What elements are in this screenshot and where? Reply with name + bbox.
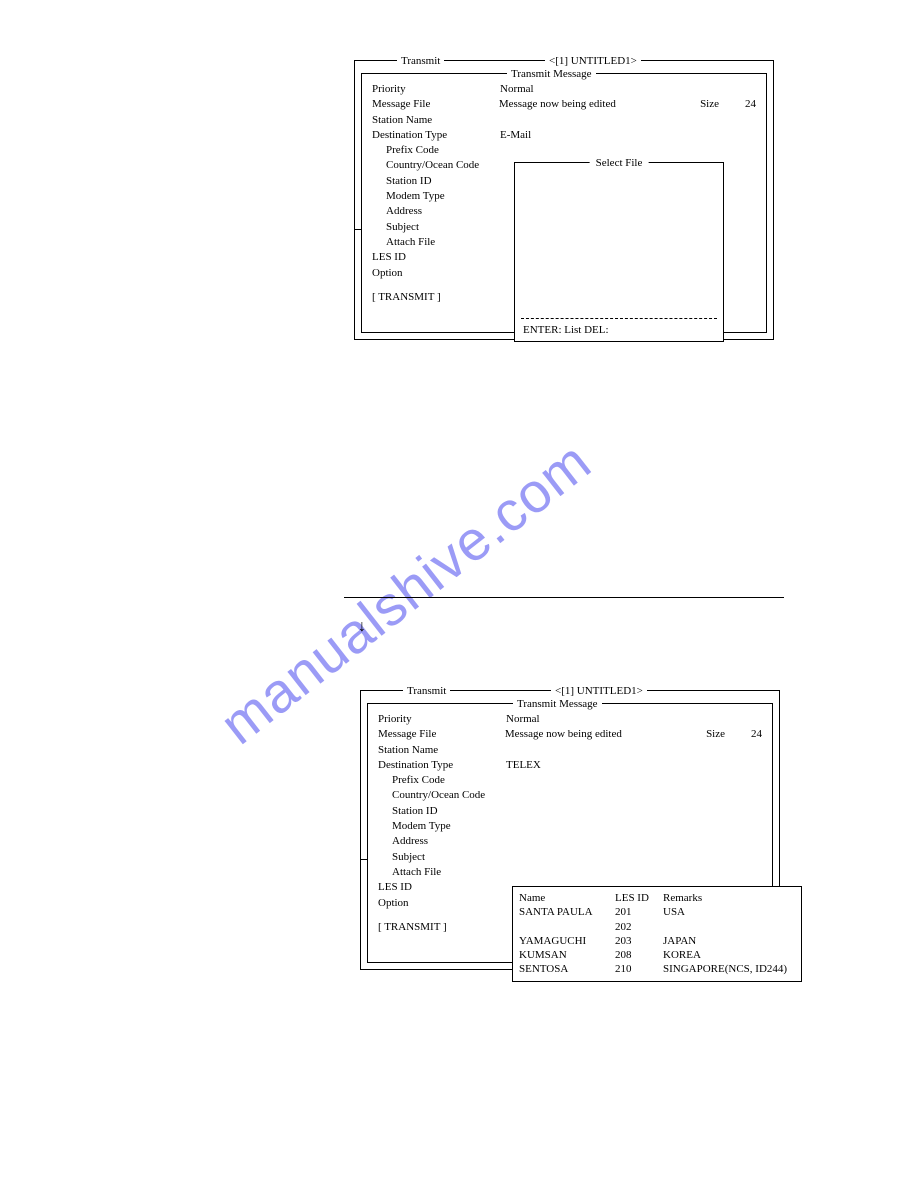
size-value-2: 24 xyxy=(751,727,762,741)
destination-type-label: Destination Type xyxy=(372,128,500,142)
down-arrow-icon: ↓ xyxy=(358,618,366,636)
priority-value-2: Normal xyxy=(506,712,540,726)
cell-rem: JAPAN xyxy=(663,934,696,948)
dialog-transmit-1: Transmit <[1] UNTITLED1> Transmit Messag… xyxy=(354,60,774,340)
cell-rem: SINGAPORE(NCS, ID244) xyxy=(663,962,787,976)
les-id-label: LES ID xyxy=(372,250,406,264)
destination-type-value-2: TELEX xyxy=(506,758,541,772)
destination-type-value: E-Mail xyxy=(500,128,531,142)
select-file-popup: Select File ENTER: List DEL: xyxy=(514,162,724,342)
dialog-transmit-2: Transmit <[1] UNTITLED1> Transmit Messag… xyxy=(360,690,780,970)
country-code-label: Country/Ocean Code xyxy=(386,158,479,172)
destination-type-label-2: Destination Type xyxy=(378,758,506,772)
message-file-label: Message File xyxy=(372,97,499,111)
select-file-footer: ENTER: List DEL: xyxy=(515,321,617,341)
station-name-label-2: Station Name xyxy=(378,743,438,757)
cell-les: 208 xyxy=(615,948,663,962)
cell-name: SANTA PAULA xyxy=(519,905,615,919)
priority-label-2: Priority xyxy=(378,712,506,726)
select-file-title: Select File xyxy=(590,156,649,170)
address-label-2: Address xyxy=(392,834,428,848)
attach-file-label: Attach File xyxy=(386,235,435,249)
table-row[interactable]: YAMAGUCHI 203 JAPAN xyxy=(519,934,795,948)
cell-les: 201 xyxy=(615,905,663,919)
outer-title-left-2: Transmit xyxy=(403,684,450,698)
size-label: Size xyxy=(677,97,719,111)
cell-les: 210 xyxy=(615,962,663,976)
modem-type-label: Modem Type xyxy=(386,189,445,203)
dashed-divider xyxy=(521,318,717,319)
priority-value: Normal xyxy=(500,82,534,96)
prefix-code-label-2: Prefix Code xyxy=(392,773,445,787)
message-file-label-2: Message File xyxy=(378,727,505,741)
station-id-label-2: Station ID xyxy=(392,804,438,818)
cell-name: KUMSAN xyxy=(519,948,615,962)
message-file-value-2: Message now being edited xyxy=(505,727,664,741)
les-id-label-2: LES ID xyxy=(378,880,412,894)
col-name: Name xyxy=(519,891,615,905)
attach-file-label-2: Attach File xyxy=(392,865,441,879)
message-file-value: Message now being edited xyxy=(499,97,658,111)
table-row[interactable]: 202 xyxy=(519,920,795,934)
section-divider xyxy=(344,597,784,598)
prefix-code-label: Prefix Code xyxy=(386,143,439,157)
size-value: 24 xyxy=(745,97,756,111)
cell-name: YAMAGUCHI xyxy=(519,934,615,948)
table-row[interactable]: SANTA PAULA 201 USA xyxy=(519,905,795,919)
option-label-2: Option xyxy=(378,896,409,910)
transmit-button[interactable]: [ TRANSMIT ] xyxy=(372,290,441,304)
size-label-2: Size xyxy=(683,727,725,741)
table-row[interactable]: SENTOSA 210 SINGAPORE(NCS, ID244) xyxy=(519,962,795,976)
table-header: Name LES ID Remarks xyxy=(519,891,795,905)
col-lesid: LES ID xyxy=(615,891,663,905)
station-name-label: Station Name xyxy=(372,113,432,127)
col-remarks: Remarks xyxy=(663,891,702,905)
cell-name: SENTOSA xyxy=(519,962,615,976)
transmit-button-2[interactable]: [ TRANSMIT ] xyxy=(378,920,447,934)
address-label: Address xyxy=(386,204,422,218)
table-row[interactable]: KUMSAN 208 KOREA xyxy=(519,948,795,962)
subject-label: Subject xyxy=(386,220,419,234)
cell-rem: KOREA xyxy=(663,948,701,962)
cell-les: 202 xyxy=(615,920,663,934)
country-code-label-2: Country/Ocean Code xyxy=(392,788,485,802)
priority-label: Priority xyxy=(372,82,500,96)
les-table-popup: Name LES ID Remarks SANTA PAULA 201 USA … xyxy=(512,886,802,982)
modem-type-label-2: Modem Type xyxy=(392,819,451,833)
station-id-label: Station ID xyxy=(386,174,432,188)
cell-les: 203 xyxy=(615,934,663,948)
cell-rem: USA xyxy=(663,905,685,919)
cell-name xyxy=(519,920,615,934)
option-label: Option xyxy=(372,266,403,280)
subject-label-2: Subject xyxy=(392,850,425,864)
outer-title-left: Transmit xyxy=(397,54,444,68)
